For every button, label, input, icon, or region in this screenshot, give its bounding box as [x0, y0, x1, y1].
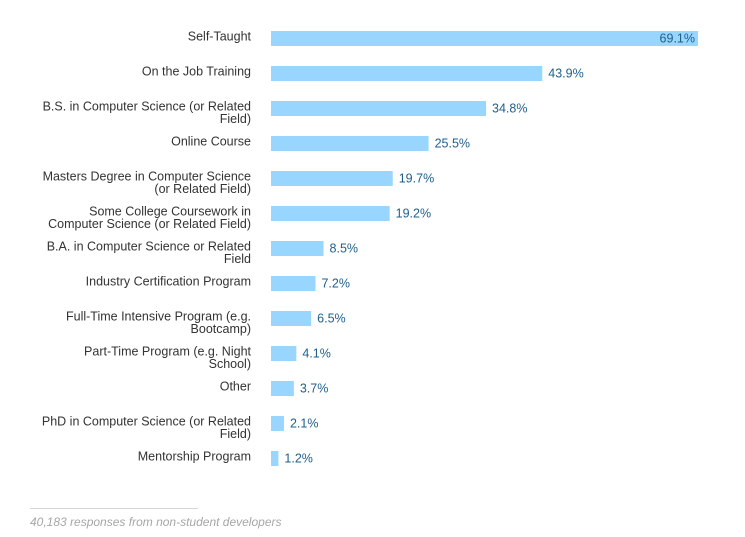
category-label-line: Field) — [220, 112, 251, 126]
category-label-line: School) — [209, 357, 251, 371]
bar-7 — [271, 276, 316, 291]
footnote: 40,183 responses from non-student develo… — [30, 515, 282, 529]
value-label-2: 34.8% — [492, 102, 527, 116]
category-label-2: B.S. in Computer Science (or Related Fiel… — [43, 100, 251, 127]
category-label-6: B.A. in Computer Science or Related Field — [47, 240, 251, 267]
category-label-1: On the Job Training — [142, 65, 251, 79]
bar-5 — [271, 206, 390, 221]
category-label-line: Computer Science (or Related Field) — [48, 217, 251, 231]
value-label-8: 6.5% — [317, 312, 346, 326]
bar-6 — [271, 241, 324, 256]
category-label-0: Self-Taught — [188, 30, 252, 44]
bar-11 — [271, 416, 284, 431]
category-label-line: Self-Taught — [188, 30, 252, 44]
bar-10 — [271, 381, 294, 396]
category-label-line: Part-Time Program (e.g. Night — [84, 345, 251, 359]
category-label-7: Industry Certification Program — [86, 275, 251, 289]
bar-3 — [271, 136, 429, 151]
value-label-0: 69.1% — [660, 32, 695, 46]
bar-12 — [271, 451, 279, 466]
value-label-9: 4.1% — [302, 347, 331, 361]
category-label-line: Field) — [220, 427, 251, 441]
value-label-7: 7.2% — [321, 277, 350, 291]
category-label-11: PhD in Computer Science (or Related Field… — [42, 415, 251, 442]
category-label-line: Masters Degree in Computer Science — [43, 170, 251, 184]
category-label-3: Online Course — [171, 135, 251, 149]
category-label-line: B.S. in Computer Science (or Related — [43, 100, 251, 114]
category-label-line: B.A. in Computer Science or Related — [47, 240, 251, 254]
category-label-12: Mentorship Program — [138, 450, 251, 464]
category-label-9: Part-Time Program (e.g. Night School) — [84, 345, 251, 372]
category-label-line: On the Job Training — [142, 65, 251, 79]
value-labels-group: 69.1% 43.9% 34.8% 25.5% 19.7% 19.2% 8.5% 7.2% 6.… — [284, 32, 695, 466]
category-label-line: Mentorship Program — [138, 450, 251, 464]
category-label-line: Full-Time Intensive Program (e.g. — [66, 310, 251, 324]
category-label-line: Other — [220, 380, 251, 394]
value-label-11: 2.1% — [290, 417, 319, 431]
category-label-line: PhD in Computer Science (or Related — [42, 415, 251, 429]
category-label-10: Other — [220, 380, 251, 394]
category-labels-group: Self-Taught On the Job Training B.S. in Co… — [42, 30, 252, 464]
value-label-10: 3.7% — [300, 382, 329, 396]
bar-4 — [271, 171, 393, 186]
category-label-4: Masters Degree in Computer Science (or Re… — [43, 170, 251, 197]
bar-8 — [271, 311, 312, 326]
bar-0 — [271, 31, 698, 46]
category-label-line: Industry Certification Program — [86, 275, 251, 289]
category-label-line: Some College Coursework in — [89, 205, 251, 219]
value-label-12: 1.2% — [284, 452, 313, 466]
bar-1 — [271, 66, 543, 81]
value-label-4: 19.7% — [399, 172, 434, 186]
category-label-5: Some College Coursework in Computer Scien… — [48, 205, 251, 232]
category-label-8: Full-Time Intensive Program (e.g. Bootcam… — [66, 310, 251, 337]
category-label-line: Online Course — [171, 135, 251, 149]
category-label-line: Bootcamp) — [191, 322, 251, 336]
bars-group — [271, 31, 698, 466]
category-label-line: Field — [224, 252, 251, 266]
bar-9 — [271, 346, 297, 361]
value-label-5: 19.2% — [396, 207, 431, 221]
value-label-6: 8.5% — [330, 242, 359, 256]
value-label-3: 25.5% — [435, 137, 470, 151]
value-label-1: 43.9% — [548, 67, 583, 81]
footnote-divider — [30, 508, 198, 509]
category-label-line: (or Related Field) — [154, 182, 251, 196]
bar-2 — [271, 101, 487, 116]
